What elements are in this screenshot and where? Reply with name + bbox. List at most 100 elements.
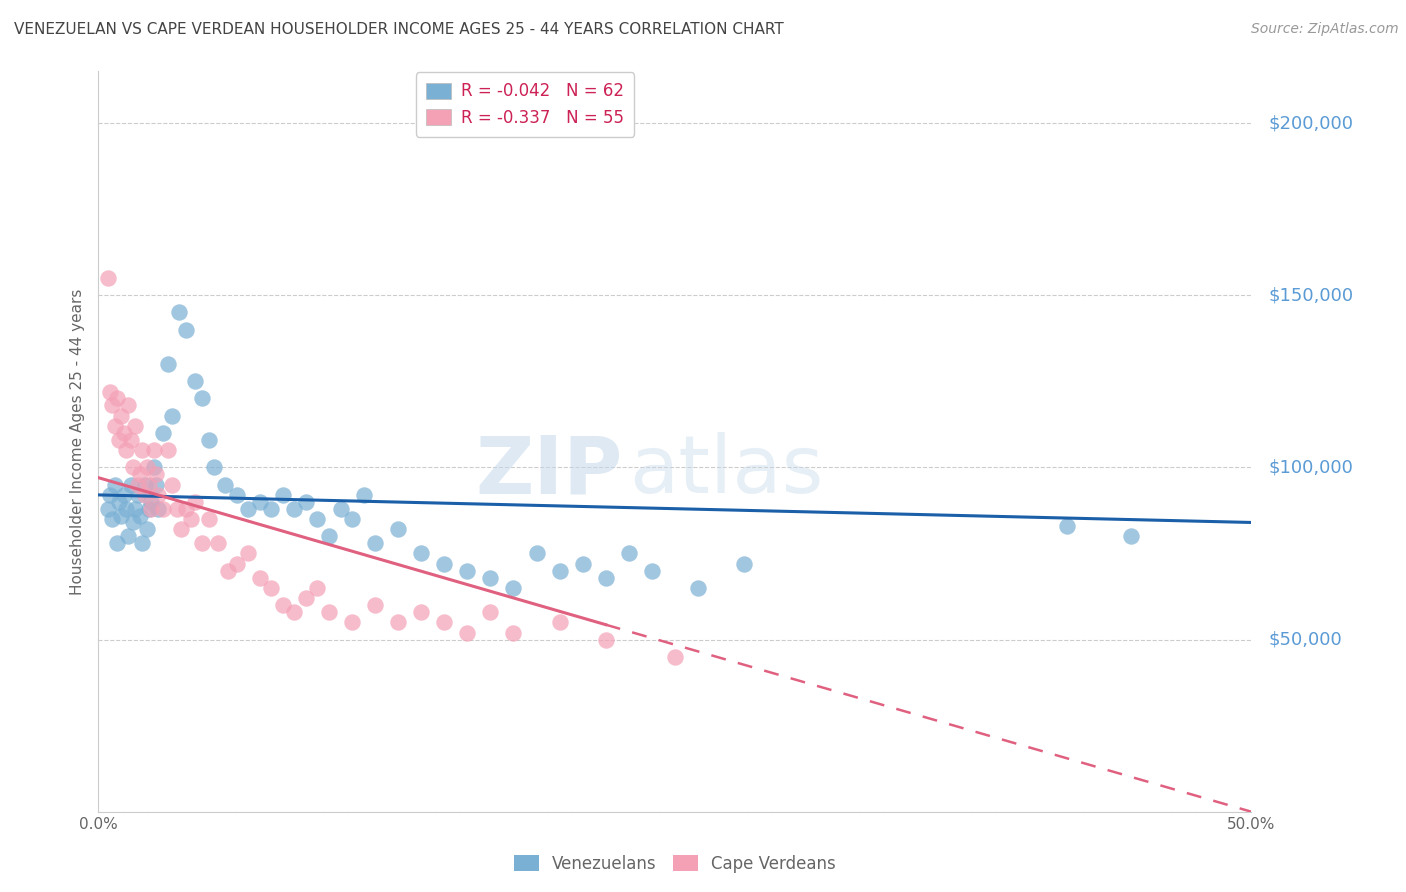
Point [117,529,139,543]
Point [98,384,121,399]
Point [145,477,167,491]
Point [433,615,456,630]
Point [191,392,214,406]
Point [548,564,571,578]
Point [238,546,260,560]
Point [198,512,221,526]
Point [110,508,132,523]
Point [184,495,207,509]
Point [1056,519,1078,533]
Point [105,392,128,406]
Point [127,488,149,502]
Point [134,477,156,491]
Point [571,557,593,571]
Point [307,581,329,595]
Point [167,305,190,319]
Point [387,615,409,630]
Point [364,598,387,612]
Point [180,512,202,526]
Legend: R = -0.042   N = 62, R = -0.337   N = 55: R = -0.042 N = 62, R = -0.337 N = 55 [416,72,634,136]
Point [135,460,157,475]
Point [283,605,305,619]
Point [170,522,193,536]
Point [641,564,664,578]
Point [207,536,229,550]
Point [138,501,160,516]
Point [295,495,318,509]
Point [122,460,145,475]
Point [148,501,170,516]
Point [456,625,478,640]
Point [340,512,363,526]
Text: $100,000: $100,000 [1268,458,1353,476]
Point [120,477,142,491]
Point [142,443,165,458]
Point [141,501,163,516]
Text: $50,000: $50,000 [1268,631,1341,648]
Legend: Venezuelans, Cape Verdeans: Venezuelans, Cape Verdeans [506,848,844,880]
Point [238,501,260,516]
Point [174,323,197,337]
Point [156,357,179,371]
Point [122,516,145,530]
Point [112,488,135,502]
Point [105,536,128,550]
Point [686,581,709,595]
Point [110,409,132,423]
Point [225,488,247,502]
Point [329,501,352,516]
Point [127,477,149,491]
Point [479,605,502,619]
Point [318,529,340,543]
Point [191,536,214,550]
Point [97,271,120,285]
Point [152,425,174,440]
Point [108,433,131,447]
Point [433,557,456,571]
Point [456,564,478,578]
Point [97,501,120,516]
Point [502,625,524,640]
Point [138,477,160,491]
Point [156,443,179,458]
Point [135,522,157,536]
Point [112,425,135,440]
Text: $200,000: $200,000 [1268,114,1353,132]
Point [318,605,340,619]
Point [202,460,225,475]
Point [124,419,146,434]
Point [142,460,165,475]
Point [502,581,524,595]
Point [184,374,207,388]
Y-axis label: Householder Income Ages 25 - 44 years: Householder Income Ages 25 - 44 years [70,288,86,595]
Point [103,477,125,491]
Point [595,632,617,647]
Point [103,419,125,434]
Point [295,591,318,606]
Point [115,501,138,516]
Text: atlas: atlas [628,432,823,510]
Point [160,477,183,491]
Point [124,501,146,516]
Point [129,508,152,523]
Point [353,488,375,502]
Point [1121,529,1143,543]
Point [479,570,502,584]
Point [271,598,294,612]
Point [134,488,156,502]
Point [214,477,236,491]
Point [249,495,271,509]
Point [117,398,139,412]
Point [120,433,142,447]
Point [526,546,548,560]
Point [98,488,121,502]
Text: Source: ZipAtlas.com: Source: ZipAtlas.com [1251,22,1399,37]
Point [141,495,163,509]
Point [260,581,283,595]
Point [664,649,686,664]
Point [174,501,197,516]
Point [548,615,571,630]
Point [595,570,617,584]
Point [411,546,433,560]
Point [617,546,640,560]
